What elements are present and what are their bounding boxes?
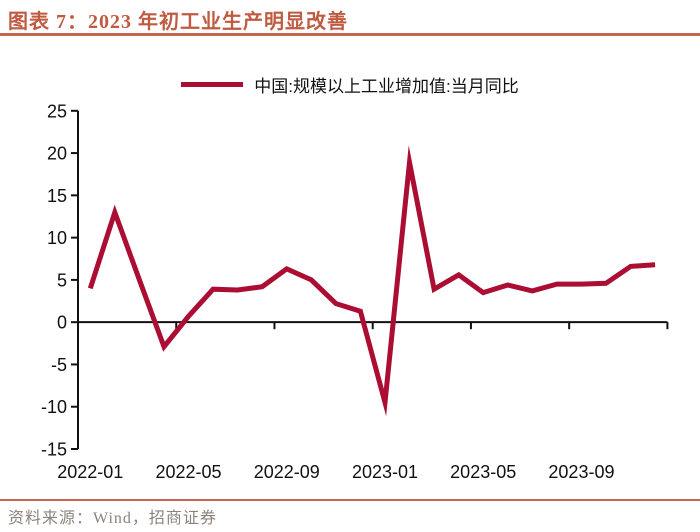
legend-series-label: 中国:规模以上工业增加值:当月同比 — [254, 77, 519, 96]
axis-tick-label: 0 — [57, 313, 67, 333]
axis-tick-label: 5 — [57, 270, 67, 290]
chart-legend: 中国:规模以上工业增加值:当月同比 — [0, 72, 700, 97]
axis-tick-label: -10 — [41, 397, 67, 417]
axis-tick-label: -5 — [51, 355, 67, 375]
series-line — [87, 145, 656, 417]
axis-tick-label: 2023-05 — [450, 462, 516, 482]
source-note: 资料来源：Wind，招商证券 — [8, 510, 217, 527]
axis-tick-label: 2023-09 — [548, 462, 614, 482]
footer-divider — [0, 499, 700, 501]
figure-title: 图表 7：2023 年初工业生产明显改善 — [8, 11, 348, 33]
axis-tick-label: 10 — [47, 228, 67, 248]
chart-area: 25 20 15 10 5 0 -5 -10 -15 2022-01 2022-05 2022-09 2… — [0, 100, 700, 490]
axis-tick-label: -15 — [41, 440, 67, 460]
axis-tick-label: 2023-01 — [352, 462, 418, 482]
axis-tick-label: 20 — [47, 144, 67, 164]
legend-line-marker — [181, 82, 244, 87]
axis-tick-label: 2022-01 — [57, 462, 123, 482]
title-divider — [0, 33, 700, 36]
axis-tick-label: 2022-05 — [155, 462, 221, 482]
axis-tick-label: 25 — [47, 101, 67, 121]
axis-tick-label: 2022-09 — [254, 462, 320, 482]
axis-tick-label: 15 — [47, 186, 67, 206]
